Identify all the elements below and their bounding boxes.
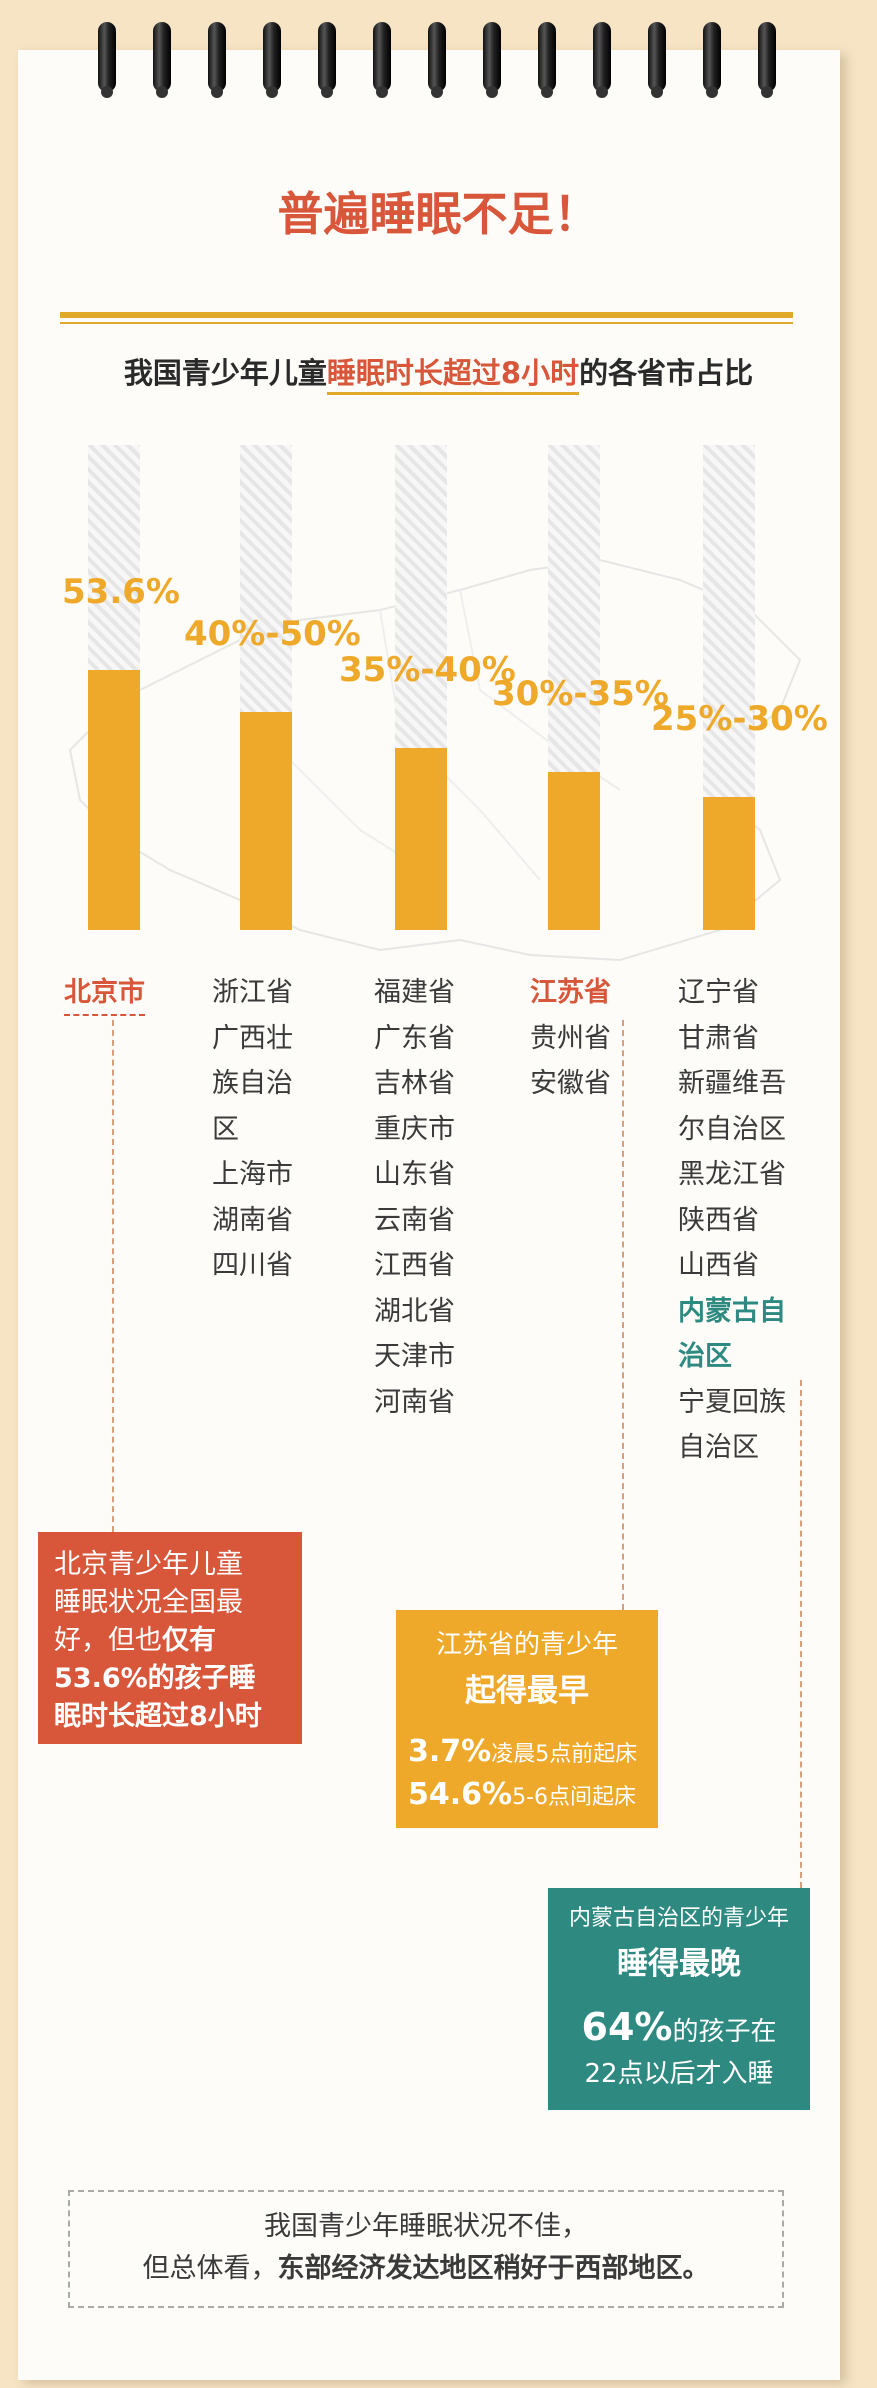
bar-value-label: 25%-30% [651,698,828,739]
bar-5 [703,796,755,930]
province-name: 山东省 [374,1159,455,1190]
bar-value-label: 53.6% [62,572,180,613]
province-name: 湖南省 [212,1204,293,1236]
page-title: 普遍睡眠不足！ [277,187,600,241]
bar-4 [548,772,600,930]
province-header: 江苏省 [530,977,611,1008]
province-name: 重庆市 [374,1113,455,1145]
province-name: 族自治 [212,1068,293,1099]
province-name: 自治区 [678,1432,759,1463]
province-name: 广东省 [374,1022,455,1054]
province-name: 甘肃省 [678,1022,759,1054]
province-name: 吉林省 [374,1068,455,1099]
spiral-ring [593,22,611,98]
province-name: 宁夏回族 [678,1386,786,1418]
spiral-ring [703,22,721,98]
province-name: 新疆维吾 [678,1068,786,1099]
bar-1 [88,670,140,930]
chart-subtitle: 我国青少年儿童睡眠时长超过8小时的各省市占比 [0,350,877,395]
province-name: 区 [212,1113,239,1145]
province-name: 安徽省 [530,1068,611,1099]
spiral-ring [758,22,776,98]
province-name: 上海市 [212,1159,293,1190]
bar-value-label: 40%-50% [184,613,361,654]
bar-value-label: 30%-35% [492,674,669,715]
bar-value-label: 35%-40% [339,650,516,691]
province-column: 辽宁省甘肃省新疆维吾尔自治区黑龙江省陕西省山西省内蒙古自治区宁夏回族自治区 [678,970,786,1471]
spiral-ring [263,22,281,98]
province-column: 江苏省 贵州省 安徽省 [530,970,611,1107]
spiral-ring [483,22,501,98]
province-name: 湖北省 [374,1295,455,1327]
province-name: 贵州省 [530,1022,611,1054]
province-name: 福建省 [374,977,455,1008]
spiral-ring [208,22,226,98]
spiral-ring [153,22,171,98]
bar-2 [240,711,292,930]
summary-box: 我国青少年睡眠状况不佳， 但总体看，东部经济发达地区稍好于西部地区。 [68,2190,784,2308]
province-name: 陕西省 [678,1204,759,1236]
connector-neimenggu [800,1380,802,1888]
spiral-ring [428,22,446,98]
province-name: 广西壮 [212,1022,293,1054]
spiral-ring [318,22,336,98]
spiral-ring [98,22,116,98]
province-name: 山西省 [678,1250,759,1281]
province-name: 辽宁省 [678,977,759,1008]
province-name: 云南省 [374,1204,455,1236]
spiral-ring [373,22,391,98]
spiral-ring [648,22,666,98]
province-name: 四川省 [212,1250,293,1281]
title-divider [60,312,793,318]
province-name: 江西省 [374,1250,455,1281]
callout-beijing: 北京青少年儿童 睡眠状况全国最 好，但也仅有 53.6%的孩子睡 眠时长超过8小… [38,1532,302,1744]
province-column: 北京市 [64,970,145,1016]
province-name-highlight: 治区 [678,1341,732,1372]
province-column: 福建省广东省吉林省重庆市山东省云南省江西省湖北省天津市河南省 [374,970,455,1425]
province-column: 浙江省广西壮族自治区上海市湖南省四川省 [212,970,293,1289]
connector-beijing [112,1020,114,1532]
province-name: 天津市 [374,1341,455,1372]
province-name-highlight: 内蒙古自 [678,1295,786,1327]
bar-3 [395,748,447,930]
province-name: 尔自治区 [678,1113,786,1145]
province-name: 浙江省 [212,977,293,1008]
connector-jiangsu [622,1020,624,1610]
callout-jiangsu: 江苏省的青少年 起得最早 3.7%凌晨5点前起床 54.6%5-6点间起床 [396,1610,658,1828]
province-name: 黑龙江省 [678,1159,786,1190]
spiral-ring [538,22,556,98]
callout-neimenggu: 内蒙古自治区的青少年 睡得最晚 64%的孩子在 22点以后才入睡 [548,1888,810,2110]
title-divider-thin [60,322,793,324]
province-header: 北京市 [64,977,145,1016]
province-name: 河南省 [374,1386,455,1418]
